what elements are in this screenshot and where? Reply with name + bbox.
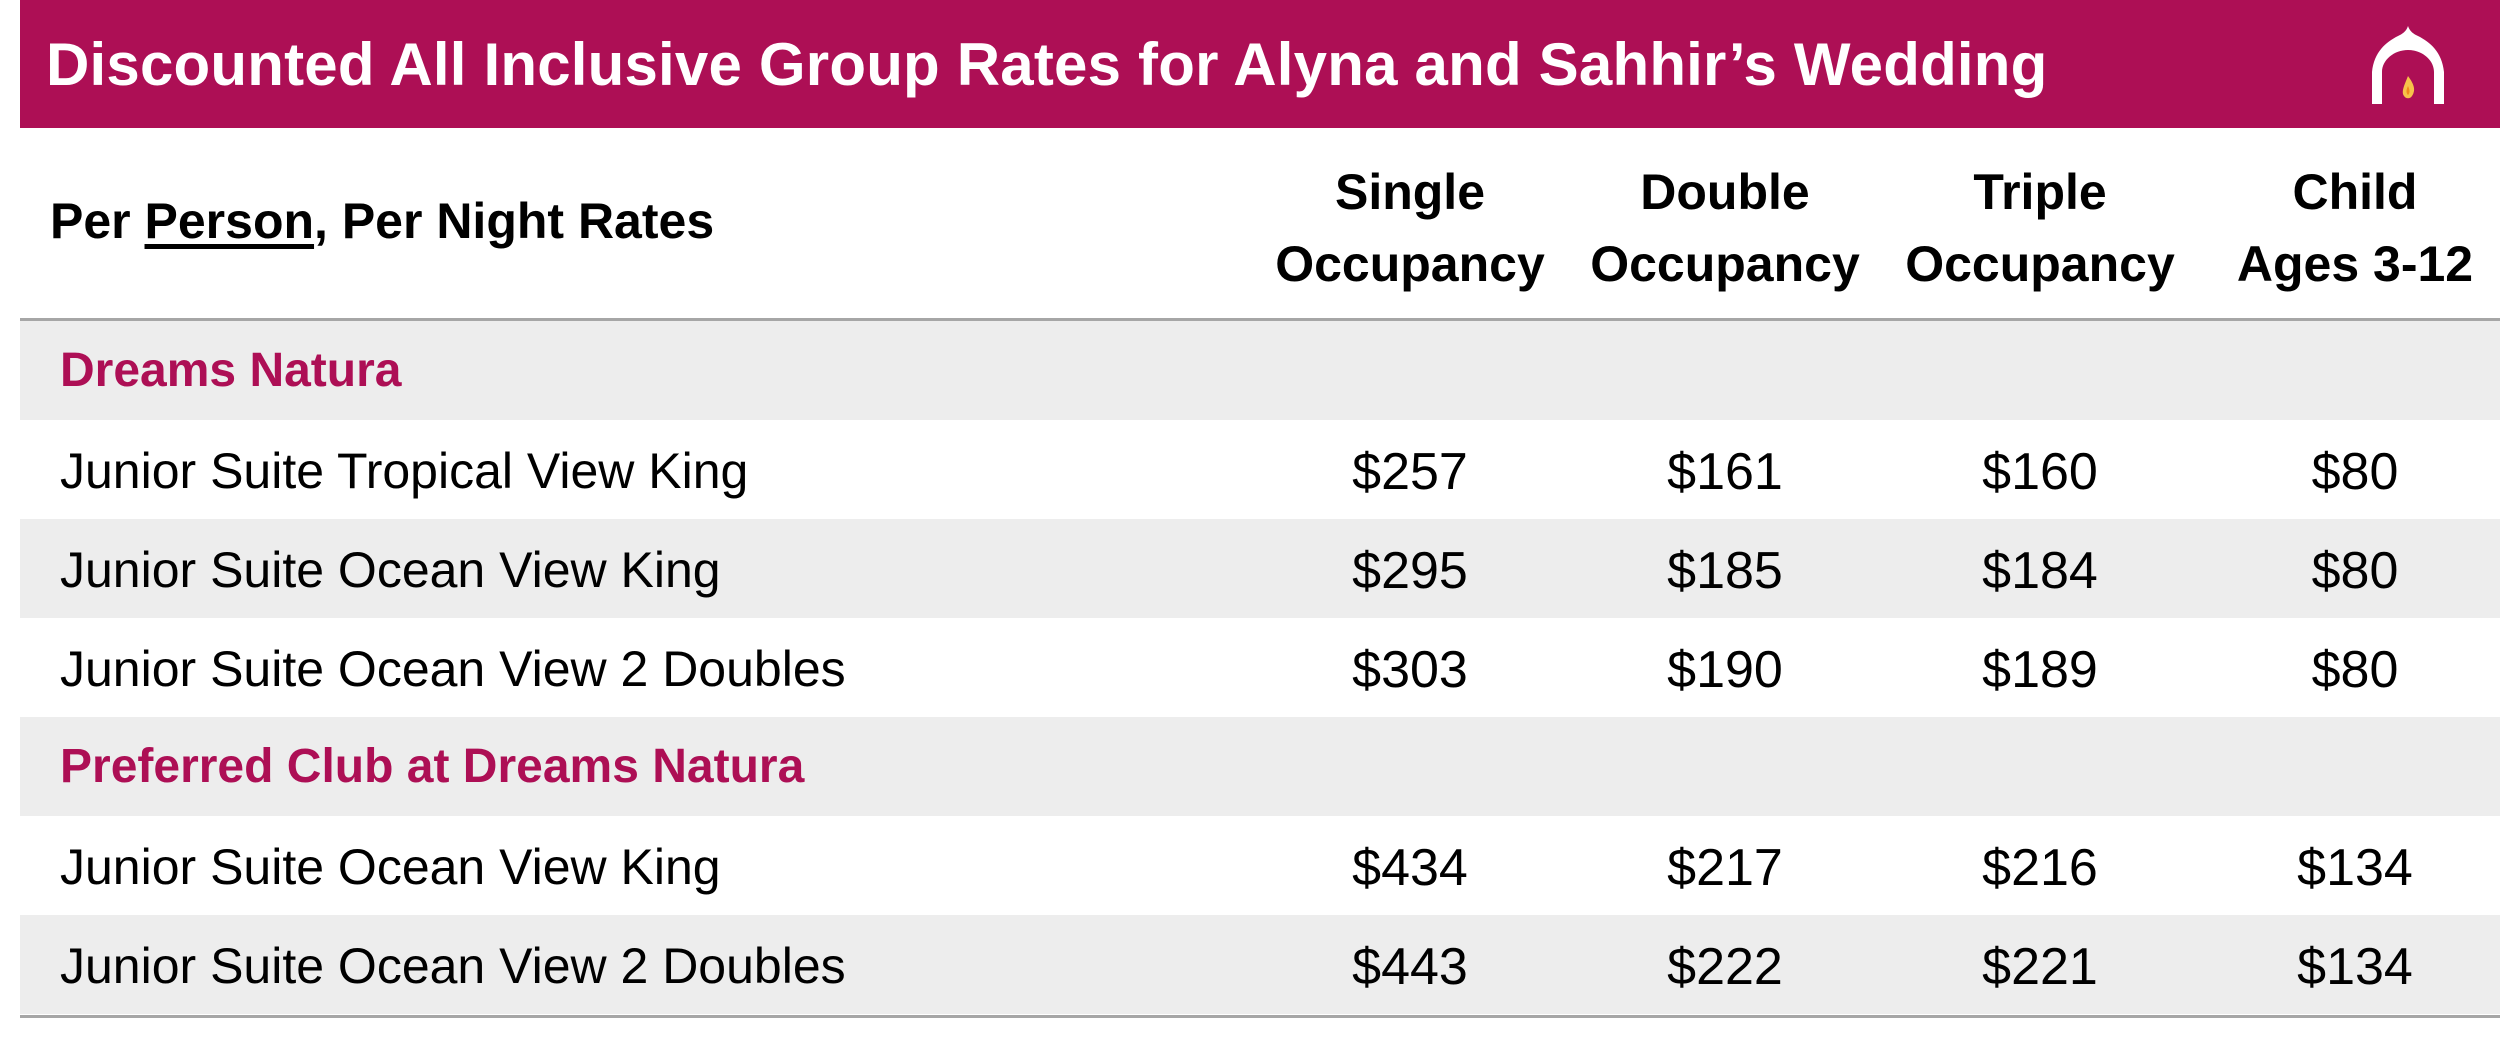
single-rate: $443: [1352, 938, 1468, 996]
single-rate: $295: [1352, 542, 1468, 600]
double-rate: $161: [1667, 443, 1783, 501]
column-header-double: Double Occupancy: [1575, 156, 1875, 300]
child-rate: $134: [2297, 839, 2413, 897]
room-name: Junior Suite Ocean View 2 Doubles: [60, 641, 846, 697]
table-row: Junior Suite Ocean View 2 Doubles $303 $…: [20, 618, 2500, 717]
single-rate: $257: [1352, 443, 1468, 501]
column-header-line: Single: [1334, 164, 1486, 220]
table-row: Junior Suite Ocean View 2 Doubles $443 $…: [20, 915, 2500, 1014]
table-row: Junior Suite Ocean View King $434 $217 $…: [20, 816, 2500, 915]
table-row: Junior Suite Ocean View King $295 $185 $…: [20, 519, 2500, 618]
room-name: Junior Suite Ocean View King: [60, 542, 721, 598]
column-header-line: Occupancy: [1590, 236, 1860, 292]
arch-flame-logo-icon: [2372, 26, 2444, 104]
double-rate: $222: [1667, 938, 1783, 996]
child-rate: $80: [2311, 443, 2399, 501]
column-header-triple: Triple Occupancy: [1890, 156, 2190, 300]
rates-heading: Per Person, Per Night Rates: [50, 192, 714, 250]
table-row: Junior Suite Tropical View King $257 $16…: [20, 420, 2500, 519]
double-rate: $185: [1667, 542, 1783, 600]
child-rate: $80: [2311, 641, 2399, 699]
triple-rate: $160: [1982, 443, 2098, 501]
section-title: Preferred Club at Dreams Natura: [60, 740, 805, 793]
section-header-row: Preferred Club at Dreams Natura: [20, 717, 2500, 816]
rates-heading-underlined: Person: [144, 193, 315, 249]
single-rate: $303: [1352, 641, 1468, 699]
column-header-line: Occupancy: [1905, 236, 2175, 292]
column-header-line: Child: [2292, 164, 2418, 220]
room-name: Junior Suite Ocean View 2 Doubles: [60, 938, 846, 994]
room-name: Junior Suite Ocean View King: [60, 839, 721, 895]
rates-heading-suffix: , Per Night Rates: [314, 193, 715, 249]
triple-rate: $189: [1982, 641, 2098, 699]
column-header-line: Triple: [1973, 164, 2107, 220]
child-rate: $80: [2311, 542, 2399, 600]
child-rate: $134: [2297, 938, 2413, 996]
double-rate: $217: [1667, 839, 1783, 897]
section-header-row: Dreams Natura: [20, 321, 2500, 420]
triple-rate: $216: [1982, 839, 2098, 897]
column-header-line: Double: [1640, 164, 1810, 220]
column-header-child: Child Ages 3-12: [2205, 156, 2500, 300]
column-header-row: Per Person, Per Night Rates Single Occup…: [20, 128, 2500, 321]
column-header-line: Ages 3-12: [2236, 236, 2474, 292]
page-title: Discounted All Inclusive Group Rates for…: [46, 30, 2048, 98]
title-bar: Discounted All Inclusive Group Rates for…: [20, 0, 2500, 128]
rates-heading-prefix: Per: [50, 193, 145, 249]
triple-rate: $221: [1982, 938, 2098, 996]
column-header-line: Occupancy: [1275, 236, 1545, 292]
section-title: Dreams Natura: [60, 344, 402, 397]
column-header-single: Single Occupancy: [1260, 156, 1560, 300]
double-rate: $190: [1667, 641, 1783, 699]
table-bottom-rule: [20, 1015, 2500, 1018]
single-rate: $434: [1352, 839, 1468, 897]
rates-table: Discounted All Inclusive Group Rates for…: [20, 0, 2500, 1020]
room-name: Junior Suite Tropical View King: [60, 443, 749, 499]
triple-rate: $184: [1982, 542, 2098, 600]
